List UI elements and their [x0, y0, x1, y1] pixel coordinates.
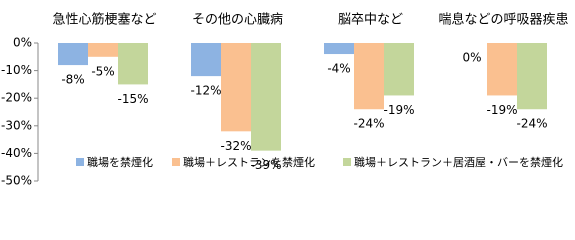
bar: [354, 43, 384, 110]
bar: [384, 43, 414, 96]
y-tick-label: 0%: [13, 36, 32, 50]
bar: [221, 43, 251, 132]
data-label: -5%: [91, 64, 114, 78]
legend-swatch: [172, 158, 180, 166]
bar: [88, 43, 118, 57]
legend-label: 職場＋レストランを禁煙化: [183, 155, 315, 169]
legend-label: 職場を禁煙化: [87, 155, 153, 169]
y-tick-label: -50%: [1, 174, 32, 188]
bar: [58, 43, 88, 66]
legend-label: 職場＋レストラン＋居酒屋・バーを禁煙化: [354, 155, 563, 169]
data-label: -39%: [250, 158, 281, 172]
y-tick-label: -30%: [1, 118, 32, 132]
data-label: -12%: [190, 84, 221, 98]
category-label: 脳卒中など: [338, 13, 403, 28]
data-label: -24%: [353, 117, 384, 131]
data-label: -19%: [486, 103, 517, 117]
bar: [517, 43, 547, 110]
legend-swatch: [76, 158, 84, 166]
chart: 0% -10% -20% -30% -40% -50% 急性心筋梗塞など -8% -5%-15%…: [1, 12, 569, 188]
bar: [251, 43, 281, 151]
data-label: -19%: [383, 103, 414, 117]
category-label: その他の心臓病: [192, 13, 283, 28]
data-label: -15%: [117, 92, 148, 106]
category-label: 喘息などの呼吸器疾患: [438, 12, 568, 28]
y-tick-label: -40%: [1, 146, 32, 160]
data-label: -32%: [220, 139, 251, 153]
data-label: -4%: [327, 62, 350, 76]
bar: [118, 43, 148, 85]
bar: [191, 43, 221, 77]
data-label: -8%: [61, 73, 84, 87]
bar: [487, 43, 517, 96]
y-tick-label: -20%: [1, 91, 32, 105]
category-label: 急性心筋梗塞など: [52, 12, 156, 28]
y-tick-label: -10%: [1, 63, 32, 77]
data-label: 0%: [462, 51, 481, 65]
data-label: -24%: [516, 117, 547, 131]
legend-swatch: [343, 158, 351, 166]
bar: [324, 43, 354, 55]
